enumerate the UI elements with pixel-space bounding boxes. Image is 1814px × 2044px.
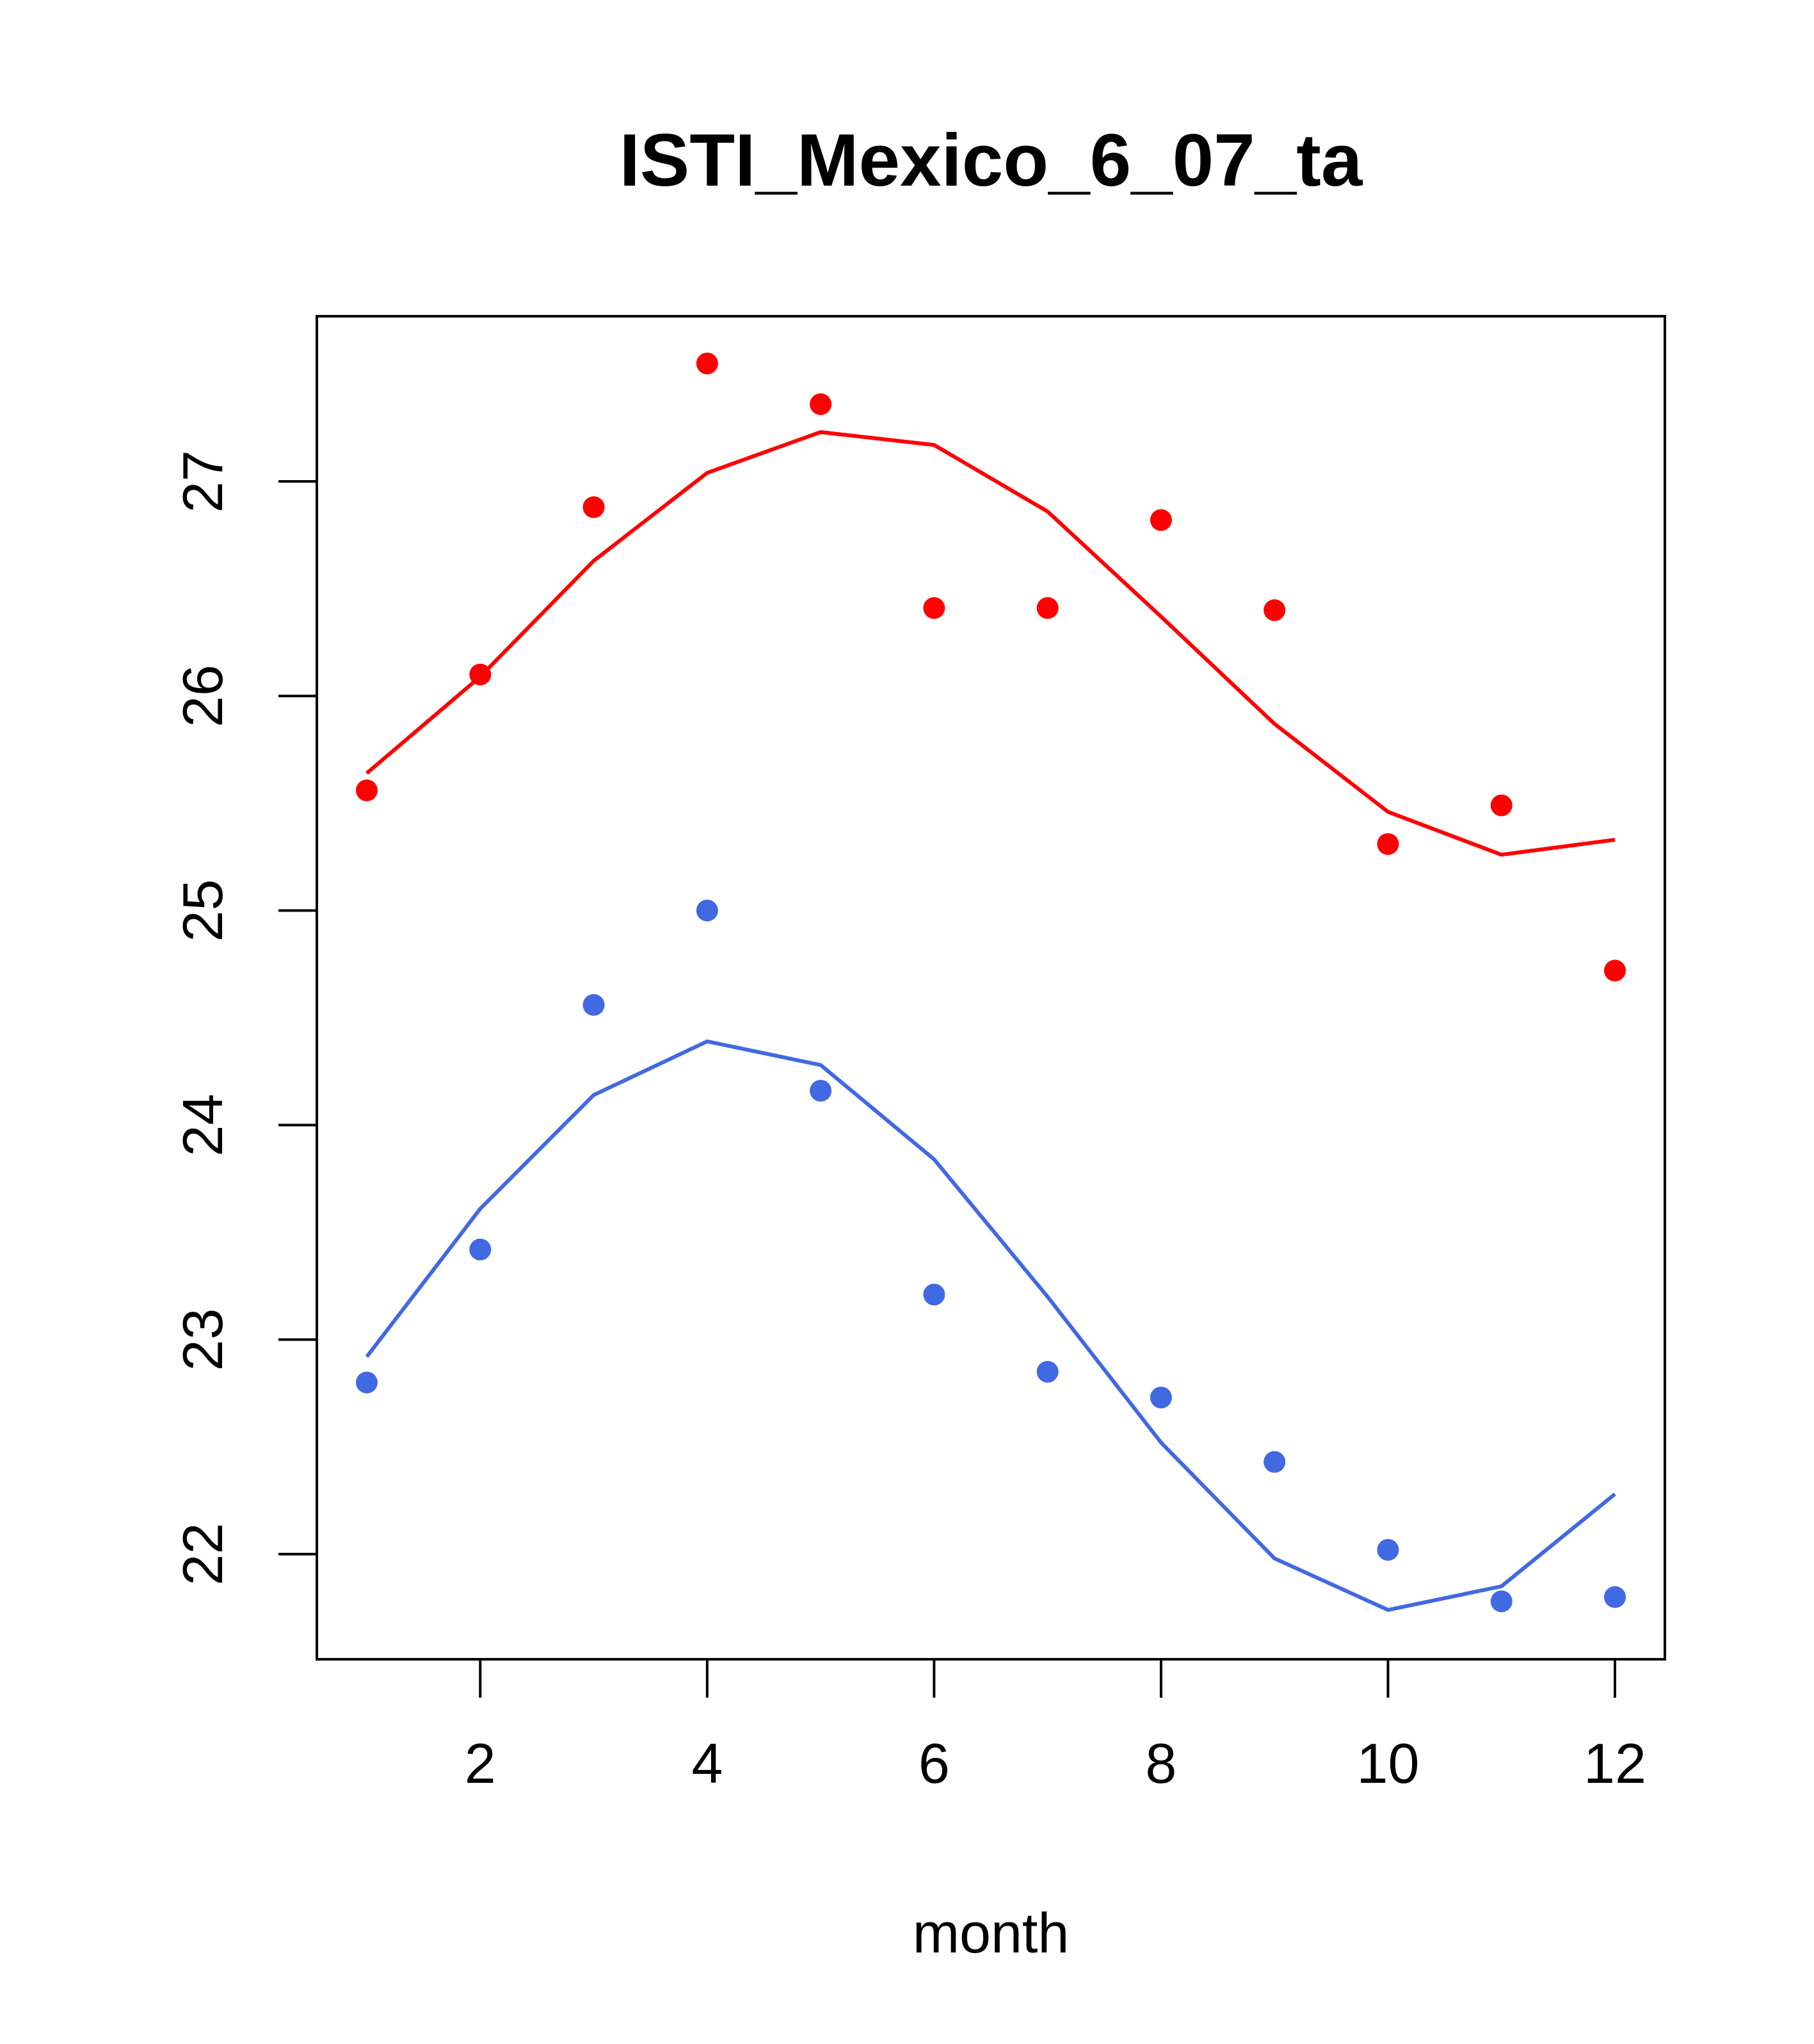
x-tick-label: 2 — [465, 1732, 496, 1795]
series-0-point — [469, 663, 492, 686]
x-tick-label: 12 — [1584, 1732, 1646, 1795]
series-1-point — [1377, 1539, 1399, 1561]
y-axis: 22 23 24 25 26 27 — [171, 450, 318, 1586]
series-1-point — [1604, 1586, 1626, 1608]
series-1-point — [1150, 1387, 1172, 1409]
series-1-point — [1264, 1451, 1286, 1473]
series-0-point — [1036, 597, 1059, 619]
series-1-point — [696, 899, 718, 922]
series-0-point — [1264, 599, 1286, 622]
series-1-point — [582, 994, 605, 1016]
series-1-point — [1036, 1360, 1059, 1383]
series-0-point — [356, 779, 378, 801]
series-1-point — [810, 1079, 832, 1102]
series-0-point — [696, 352, 718, 374]
series-0-point — [1150, 509, 1172, 531]
x-tick-label: 10 — [1357, 1732, 1420, 1795]
x-tick-label: 4 — [691, 1732, 723, 1795]
series-0-point — [1377, 833, 1399, 855]
series-0-point — [923, 597, 945, 619]
y-tick-label: 27 — [171, 450, 234, 513]
series-1-point — [1490, 1590, 1513, 1613]
series-0-point — [1490, 794, 1513, 817]
x-axis: 2 4 6 8 10 12 — [465, 1658, 1646, 1795]
y-tick-label: 26 — [171, 664, 234, 727]
y-tick-label: 25 — [171, 879, 234, 942]
y-tick-label: 23 — [171, 1308, 234, 1371]
y-tick-label: 22 — [171, 1523, 234, 1586]
x-axis-label: month — [913, 1901, 1070, 1965]
series-1-point — [356, 1371, 378, 1394]
y-tick-label: 24 — [171, 1094, 234, 1157]
series-0-line — [365, 430, 1616, 857]
x-tick-label: 8 — [1145, 1732, 1176, 1795]
chart-title: ISTI_Mexico_6_07_ta — [620, 118, 1363, 202]
x-tick-label: 6 — [919, 1732, 950, 1795]
series-0-point — [810, 393, 832, 415]
series-1-point — [923, 1284, 945, 1306]
series-layer — [356, 352, 1626, 1613]
series-1-point — [469, 1238, 492, 1260]
series-1-line — [365, 1039, 1616, 1612]
series-0-point — [582, 496, 605, 519]
series-0-point — [1604, 960, 1626, 982]
